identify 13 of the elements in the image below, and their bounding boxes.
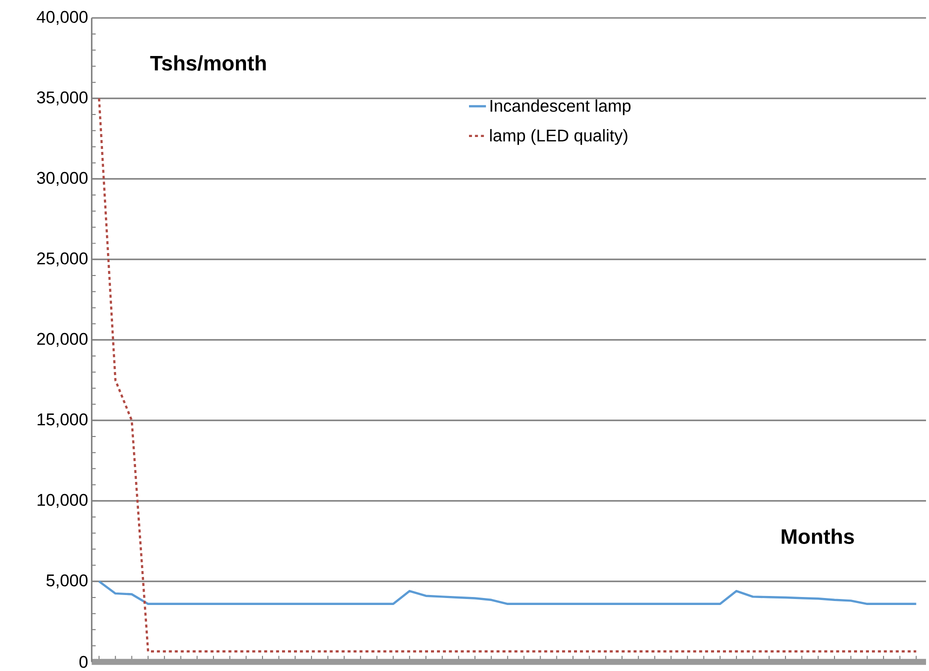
y-tick-label: 0 bbox=[79, 656, 88, 668]
y-tick-label: 15,000 bbox=[38, 413, 88, 428]
y-tick-label: 40,000 bbox=[36, 10, 88, 25]
y-tick-label: 30,000 bbox=[37, 172, 88, 186]
x-axis-title: Months bbox=[782, 528, 854, 544]
y-tick-label: 35,000 bbox=[37, 91, 88, 106]
y-tick-label: 25,000 bbox=[37, 252, 88, 266]
y-tick-label: 20,000 bbox=[37, 332, 88, 347]
y-tick-label: 5,000 bbox=[46, 574, 88, 588]
legend-label: Incandescent lamp bbox=[490, 99, 631, 116]
y-axis-title: Tshs/month bbox=[150, 55, 266, 71]
legend-label: lamp (LED quality) bbox=[490, 129, 628, 145]
y-tick-label: 10,000 bbox=[38, 494, 88, 508]
